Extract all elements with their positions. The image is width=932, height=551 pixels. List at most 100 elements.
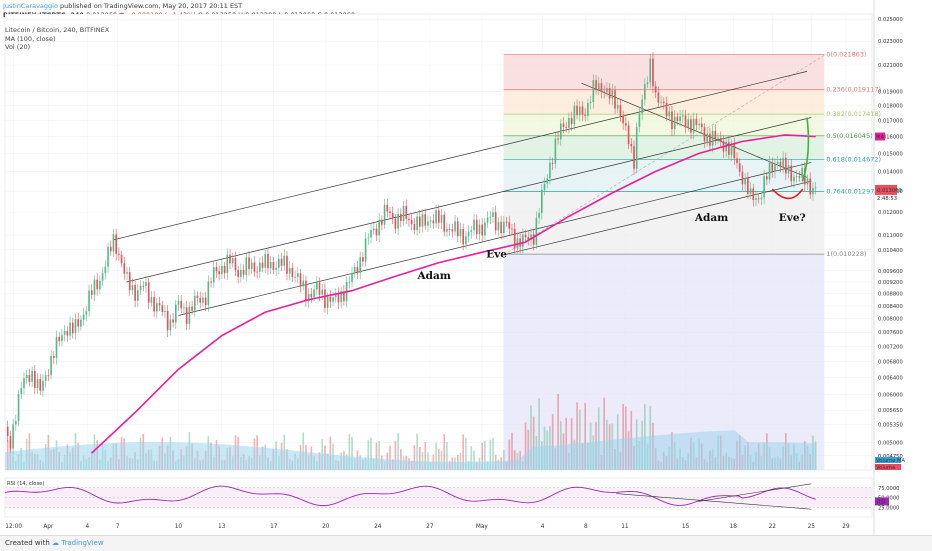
candle-body [733,143,736,159]
candle-body [801,168,803,178]
y-tick-label: 0.008000 [878,317,903,323]
candle-body [448,228,451,230]
candle-body [42,380,44,391]
volume-badge [875,457,901,463]
y-tick-label: 0.014000 [878,170,903,176]
rsi-trend-line [698,483,812,502]
candle-body [280,258,283,266]
candle-body [437,210,440,223]
candle-body [267,253,269,269]
volume-bar [625,406,627,470]
candle-body [120,254,123,264]
volume-bar [459,452,462,470]
candle-body [511,228,513,230]
candle-body [324,289,326,308]
candle-body [508,222,511,229]
candle-body [334,293,337,298]
candle-body [470,230,473,232]
candle-body [416,216,418,231]
candle-body [638,113,641,128]
candle-body [633,146,635,169]
volume-bar [389,445,391,470]
candle-body [679,116,681,122]
candle-body [12,424,14,449]
volume-bar [481,442,483,470]
candle-body [237,270,239,277]
candle-body [101,273,104,281]
author-link[interactable]: JustinCaravaggio [3,2,58,10]
fib-zone [503,54,825,90]
candle-body [795,176,798,178]
volume-bar [538,398,540,470]
volume-bar [576,402,578,470]
candle-body [451,229,454,232]
candle-body [747,178,749,194]
candle-body [234,257,237,271]
candle-body [787,165,790,174]
candle-body [372,228,375,231]
candle-body [118,253,120,255]
volume-bar [470,446,473,470]
candle-body [543,183,546,190]
candle-body [489,216,492,218]
candle-body [760,197,763,200]
candle-body [199,297,202,303]
candle-body [343,291,345,302]
rsi-trend-line [616,493,812,510]
candle-body [305,280,307,302]
candle-body [698,123,700,126]
candle-body [240,269,242,277]
candle-body [150,297,153,303]
volume-bar [419,446,421,470]
candle-body [408,218,410,221]
candle-body [353,267,356,274]
candle-body [614,90,616,109]
candle-body [793,176,795,182]
candle-body [177,300,180,305]
candle-body [221,266,223,275]
candle-body [294,276,296,278]
candle-body [505,221,508,223]
candle-body [703,127,706,142]
volume-ma-area [5,430,816,470]
volume-bar [367,440,370,470]
candle-body [603,91,605,93]
candle-body [337,293,340,303]
candle-body [381,219,383,225]
candle-body [269,262,272,269]
candle-body [261,262,264,268]
y-tick-label: 0.008800 [878,292,903,298]
candle-body [402,205,405,221]
candle-body [435,210,437,224]
fib-level-label: 0.236(0.019117) [826,86,881,94]
candle-body [814,187,817,189]
candle-body [652,58,654,87]
candle-body [109,246,112,252]
y-tick-label: 0.021000 [878,63,903,69]
candle-body [99,280,101,290]
candle-body [429,220,432,222]
candle-body [424,214,427,226]
volume-bar [508,439,511,470]
candle-body [242,269,245,275]
candle-body [440,214,443,223]
candle-body [690,119,692,133]
candle-body [248,257,250,269]
candle-body [719,137,722,142]
candle-body [174,304,177,323]
trend-line [126,117,812,283]
candle-body [538,213,540,218]
y-tick-label: 0.005650 [878,408,903,414]
candle-body [296,273,299,277]
candle-body [673,116,676,129]
footer-brand[interactable]: TradingView [61,539,104,547]
trend-line [503,180,812,256]
chart-canvas: 0(0.021863) 0.236(0.019117) 0.382(0.017418… [4,0,905,535]
candle-body [551,162,554,164]
candle-body [383,204,386,225]
fib-level-label: 0.764(0.012974) [826,188,881,196]
candle-body [782,157,784,168]
candle-body [23,378,25,389]
candle-body [595,80,597,90]
